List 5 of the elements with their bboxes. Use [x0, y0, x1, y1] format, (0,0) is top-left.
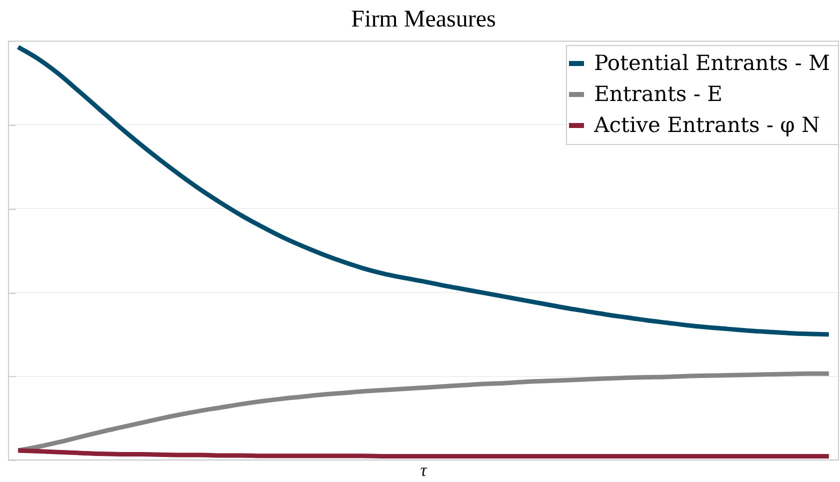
x-axis-title: τ — [420, 460, 428, 480]
legend-label: Potential Entrants - M — [594, 51, 830, 76]
legend-label: Entrants - E — [594, 82, 722, 106]
legend-label: Active Entrants - φ N — [594, 113, 820, 138]
chart-title: Firm Measures — [351, 6, 496, 33]
